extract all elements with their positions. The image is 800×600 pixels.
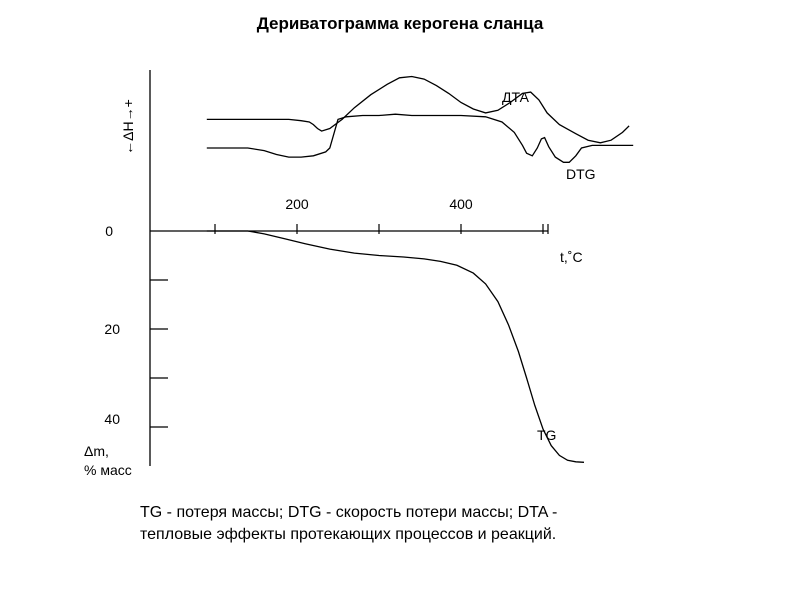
x-tick-label: 400	[449, 196, 473, 212]
y-tick-label: 20	[104, 321, 120, 337]
series-label-dta: ДТА	[502, 89, 530, 105]
labels: 200 400 t,˚C 0 20 40 Δm, % масс ←ΔH→+ ДТА DTG TG	[84, 89, 596, 478]
series-label-dtg: DTG	[566, 166, 596, 182]
chart-title: Дериватограмма керогена сланца	[256, 14, 544, 33]
x-axis-label: t,˚C	[560, 249, 583, 265]
dtg-curve	[206, 113, 634, 163]
series-label-tg: TG	[537, 427, 556, 443]
y-tick-label: 40	[104, 411, 120, 427]
y-axis-label-line-2: % масс	[84, 462, 132, 478]
caption-line-1: TG - потеря массы; DTG - скорость потери…	[140, 504, 558, 521]
x-tick-label: 200	[285, 196, 309, 212]
axes	[149, 70, 549, 466]
tg-curve	[206, 230, 585, 463]
dta-curve	[206, 75, 630, 144]
curves	[206, 75, 634, 463]
y-axis-label-upper: ←ΔH→+	[120, 99, 136, 155]
y-tick-label: 0	[105, 223, 113, 239]
caption-line-2: тепловые эффекты протекающих процессов и…	[140, 526, 557, 543]
caption: TG - потеря массы; DTG - скорость потери…	[140, 502, 700, 546]
y-axis-label-line-1: Δm,	[84, 443, 109, 459]
